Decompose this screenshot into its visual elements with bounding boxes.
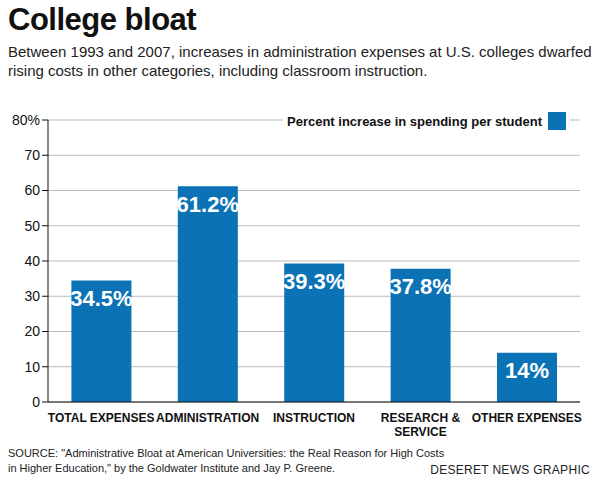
html-text:Between 1993 and 2007, increas: Between 1993 and 2007, increases in admi… xyxy=(8,43,592,79)
svg-text:60: 60 xyxy=(24,182,40,198)
svg-text:TOTAL EXPENSES: TOTAL EXPENSES xyxy=(48,411,155,425)
svg-text:14%: 14% xyxy=(505,358,549,383)
svg-text:61.2%: 61.2% xyxy=(177,192,239,217)
svg-text:RESEARCH &: RESEARCH & xyxy=(381,411,461,425)
svg-text:0: 0 xyxy=(32,394,40,410)
svg-text:39.3%: 39.3% xyxy=(283,269,345,294)
svg-text:80%: 80% xyxy=(12,112,40,128)
svg-text:INSTRUCTION: INSTRUCTION xyxy=(273,411,355,425)
svg-text:10: 10 xyxy=(24,359,40,375)
svg-text:70: 70 xyxy=(24,147,40,163)
svg-text:OTHER EXPENSES: OTHER EXPENSES xyxy=(472,411,582,425)
svg-text:40: 40 xyxy=(24,253,40,269)
svg-text:50: 50 xyxy=(24,218,40,234)
svg-text:SERVICE: SERVICE xyxy=(394,425,446,438)
html-text:College bloat: College bloat xyxy=(8,2,197,37)
html-text:DESERET NEWS GRAPHIC: DESERET NEWS GRAPHIC xyxy=(430,463,590,477)
svg-text:30: 30 xyxy=(24,288,40,304)
svg-text:37.8%: 37.8% xyxy=(389,274,451,299)
html-text:SOURCE: "Administrative Bloat: SOURCE: "Administrative Bloat at America… xyxy=(8,447,445,474)
svg-text:34.5%: 34.5% xyxy=(70,286,132,311)
html-text:Percent increase in spending p: Percent increase in spending per student xyxy=(287,113,542,129)
svg-text:20: 20 xyxy=(24,323,40,339)
svg-text:ADMINISTRATION: ADMINISTRATION xyxy=(156,411,259,425)
